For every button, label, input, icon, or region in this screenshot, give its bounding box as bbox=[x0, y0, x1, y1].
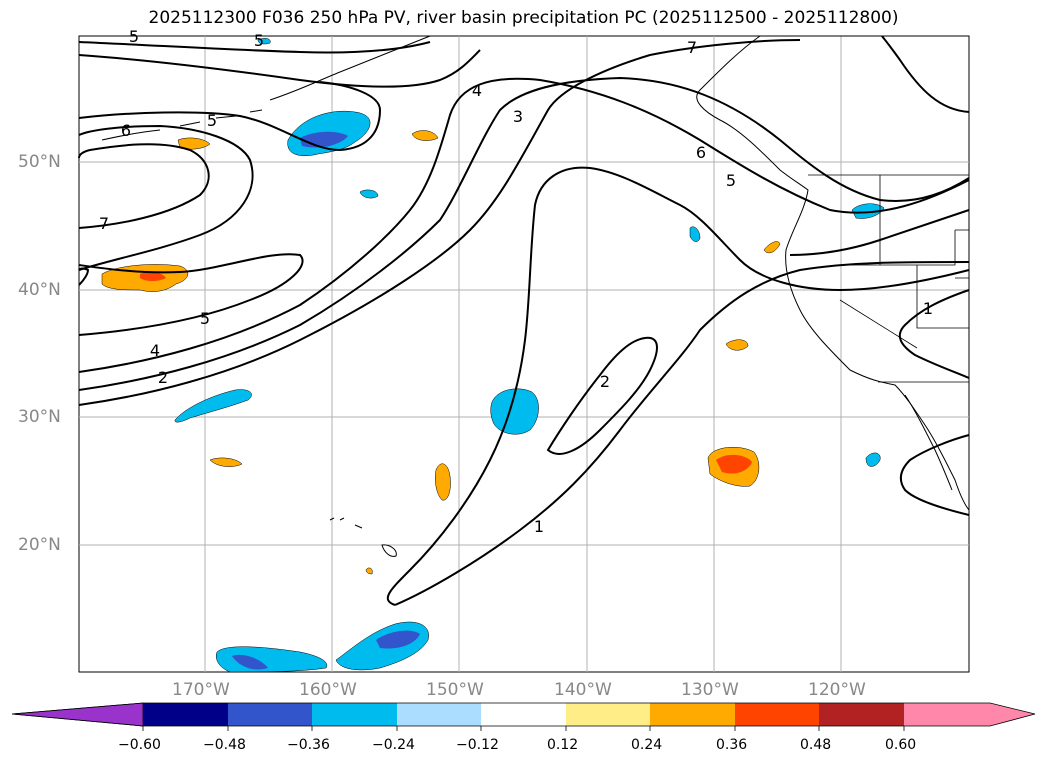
precip-negative-area bbox=[689, 226, 701, 242]
contour-label: 1 bbox=[923, 299, 933, 318]
lon-label-120w: 120°W bbox=[808, 680, 866, 700]
colorbar-tick-label: 0.60 bbox=[885, 737, 917, 753]
precip-positive-area bbox=[411, 130, 439, 141]
colorbar-tick-label: −0.12 bbox=[456, 737, 499, 753]
political-boundaries bbox=[808, 174, 969, 383]
colorbar-bin bbox=[481, 703, 566, 726]
coastline-hawaii bbox=[329, 517, 397, 557]
contour-label: 2 bbox=[600, 372, 610, 391]
precip-positive-core bbox=[140, 271, 166, 281]
pv-contour-labels: 5 5 7 6 5 4 3 6 5 7 5 4 2 2 1 1 bbox=[99, 27, 933, 536]
lon-label-160w: 160°W bbox=[299, 680, 357, 700]
colorbar-tick-label: 0.12 bbox=[547, 737, 579, 753]
precip-negative-area bbox=[490, 388, 539, 435]
pv-contour-top bbox=[78, 41, 431, 54]
colorbar-bin bbox=[143, 703, 228, 726]
contour-label: 5 bbox=[726, 171, 736, 190]
pv-contour-east-2 bbox=[899, 434, 970, 516]
pv-contour-2-loop bbox=[546, 336, 658, 455]
lat-label-40n: 40°N bbox=[18, 280, 61, 300]
precip-negative-core bbox=[232, 654, 268, 670]
lat-label-30n: 30°N bbox=[18, 407, 61, 427]
pv-contour-5 bbox=[78, 253, 304, 336]
pv-contour-7 bbox=[78, 143, 210, 229]
contour-label: 2 bbox=[158, 368, 168, 387]
precip-negative-area bbox=[865, 452, 881, 467]
colorbar-extend-min bbox=[11, 702, 144, 727]
colorbar-tick-label: −0.60 bbox=[118, 737, 161, 753]
pv-contour-east-4 bbox=[881, 35, 970, 113]
contour-label: 5 bbox=[254, 31, 264, 50]
colorbar-bin bbox=[819, 703, 904, 726]
colorbar-bin bbox=[566, 703, 650, 726]
pv-contour-ridge-1-inner bbox=[386, 166, 970, 606]
state-boundaries bbox=[839, 175, 969, 349]
contour-label: 5 bbox=[129, 27, 139, 46]
contour-label: 5 bbox=[207, 111, 217, 130]
contour-label: 7 bbox=[687, 38, 697, 57]
precip-negative-area bbox=[174, 389, 252, 423]
pv-contour-east-3 bbox=[789, 209, 970, 256]
precip-positive-core bbox=[716, 454, 752, 474]
contour-label: 6 bbox=[121, 121, 131, 140]
colorbar-bin bbox=[735, 703, 819, 726]
pv-contour-west bbox=[78, 267, 90, 286]
precip-positive-area bbox=[209, 457, 243, 467]
colorbar-tick-label: 0.24 bbox=[631, 737, 663, 753]
coastline-alaska bbox=[269, 35, 431, 101]
precip-positive-area bbox=[763, 241, 781, 254]
colorbar-bin bbox=[312, 703, 397, 726]
pv-contour-3-north bbox=[78, 49, 481, 88]
colorbar-bin bbox=[397, 703, 481, 726]
lon-label-140w: 140°W bbox=[554, 680, 612, 700]
contour-label: 7 bbox=[99, 214, 109, 233]
contour-label: 6 bbox=[696, 143, 706, 162]
pv-contour-2 bbox=[78, 76, 970, 391]
precip-negative-area bbox=[359, 189, 379, 199]
colorbar-tick-label: 0.36 bbox=[716, 737, 748, 753]
contour-label: 1 bbox=[534, 517, 544, 536]
coastline-aleutians bbox=[101, 109, 263, 141]
coastline-baja bbox=[904, 394, 953, 491]
precip-negative-area bbox=[851, 203, 885, 219]
pv-contour-6 bbox=[78, 124, 254, 271]
precip-positive-area bbox=[365, 567, 373, 575]
map-title: 2025112300 F036 250 hPa PV, river basin … bbox=[148, 8, 899, 28]
pv-contours bbox=[78, 35, 970, 606]
coastline-north-america bbox=[696, 35, 970, 511]
precip-negative-area bbox=[257, 38, 271, 45]
pv-contour-4 bbox=[78, 77, 970, 373]
colorbar-tick-label: −0.24 bbox=[372, 737, 415, 753]
coastlines bbox=[101, 35, 970, 557]
contour-label: 3 bbox=[513, 107, 523, 126]
colorbar-tick-label: 0.48 bbox=[800, 737, 832, 753]
colorbar-bin bbox=[228, 703, 312, 726]
colorbar bbox=[11, 702, 1036, 731]
pv-contour-east-1 bbox=[898, 289, 970, 379]
colorbar-ticks bbox=[142, 726, 905, 731]
pv-contour-1 bbox=[78, 39, 801, 406]
precip-negative-core bbox=[376, 630, 420, 649]
colorbar-extend-max bbox=[904, 703, 1035, 726]
precip-positive-area bbox=[435, 463, 451, 501]
colorbar-bin bbox=[650, 703, 735, 726]
contour-label: 4 bbox=[472, 81, 482, 100]
lat-label-20n: 20°N bbox=[18, 535, 61, 555]
contour-label: 4 bbox=[150, 341, 160, 360]
lon-label-150w: 150°W bbox=[426, 680, 484, 700]
pv-contour-5b bbox=[78, 81, 382, 152]
lat-label-50n: 50°N bbox=[18, 152, 61, 172]
precip-shading bbox=[101, 38, 885, 673]
lon-label-170w: 170°W bbox=[172, 680, 230, 700]
pv-contour-ridge-1 bbox=[394, 261, 970, 606]
colorbar-tick-label: −0.36 bbox=[287, 737, 330, 753]
colorbar-tick-label: −0.48 bbox=[203, 737, 246, 753]
lon-label-130w: 130°W bbox=[681, 680, 739, 700]
contour-label: 5 bbox=[200, 309, 210, 328]
precip-positive-area bbox=[725, 339, 749, 351]
